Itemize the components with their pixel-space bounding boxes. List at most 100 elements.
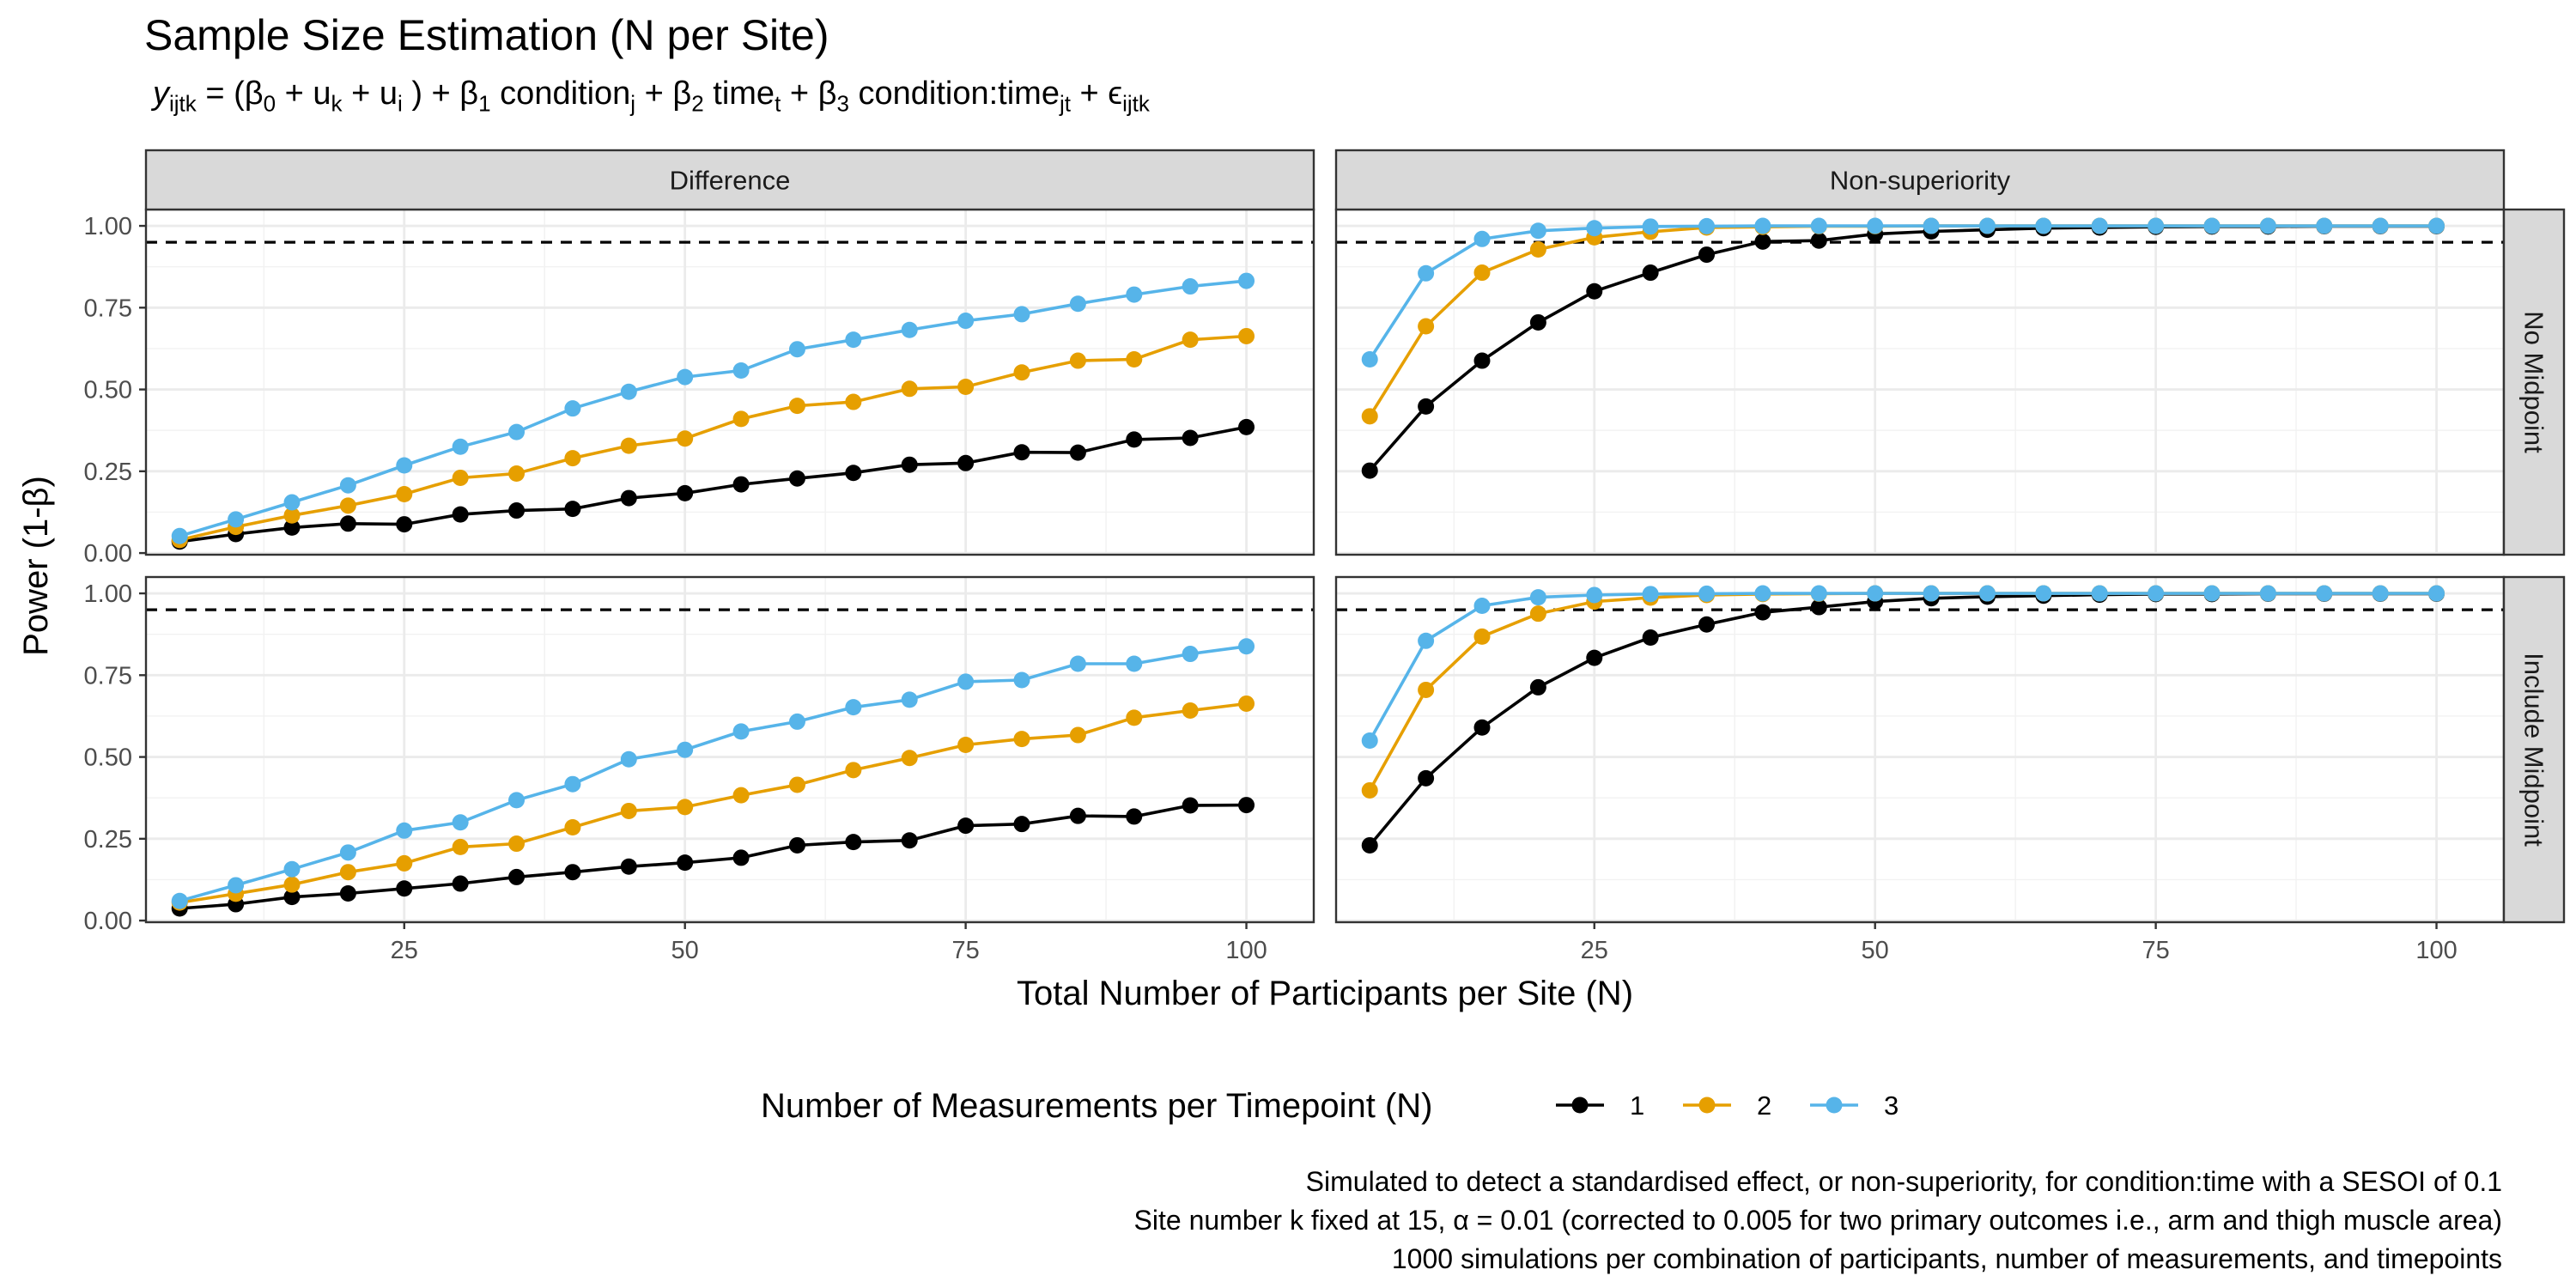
data-point (1126, 431, 1143, 448)
chart-title: Sample Size Estimation (N per Site) (144, 11, 829, 59)
data-point (1473, 628, 1491, 645)
data-point (1069, 655, 1086, 672)
panel-difference-no-midpoint: 0.00 0.25 0.50 0.75 1.00 (84, 208, 1315, 568)
x-tick-label: 50 (671, 937, 699, 964)
data-point (901, 691, 918, 708)
data-point (1069, 444, 1086, 461)
data-point (1126, 808, 1143, 825)
data-point (1182, 331, 1199, 349)
data-point (620, 802, 637, 819)
data-point (1361, 408, 1378, 425)
y-tick-label: 0.00 (84, 540, 132, 568)
facet-strip-non-superiority (1334, 149, 2506, 211)
data-point (901, 380, 918, 398)
data-point (957, 379, 975, 396)
data-point (788, 713, 805, 730)
data-point (1013, 444, 1030, 461)
data-point (564, 450, 581, 467)
data-point (1238, 272, 1255, 289)
y-tick-label: 0.50 (84, 744, 132, 772)
data-point (1361, 351, 1378, 368)
data-point (1182, 702, 1199, 719)
series-line-3 (179, 279, 1247, 538)
data-point (1361, 836, 1378, 854)
data-point (2259, 585, 2276, 602)
data-point (957, 817, 975, 835)
x-tick-label: 50 (1862, 937, 1889, 964)
data-point (339, 884, 356, 902)
legend-label-3: 3 (1884, 1091, 1899, 1121)
data-point (508, 835, 526, 853)
data-point (732, 410, 750, 428)
data-point (677, 430, 694, 447)
data-point (1182, 646, 1199, 663)
data-point (901, 321, 918, 338)
data-point (1126, 351, 1143, 368)
data-point (845, 699, 862, 716)
data-point (1586, 649, 1603, 666)
data-point (2035, 217, 2052, 234)
data-point (845, 834, 862, 851)
x-tick-label: 100 (1225, 937, 1267, 964)
data-point (1698, 585, 1716, 602)
data-point (283, 519, 301, 536)
data-point (508, 792, 526, 809)
data-point (1810, 217, 1827, 234)
data-point (1810, 598, 1827, 616)
data-point (1238, 418, 1255, 435)
data-point (396, 880, 413, 897)
y-tick-label: 0.25 (84, 826, 132, 854)
panel-border (144, 575, 1315, 924)
data-point (508, 502, 526, 519)
data-point (788, 398, 805, 415)
data-point (452, 875, 469, 892)
x-tick-label: 75 (2142, 937, 2169, 964)
data-point (508, 423, 526, 440)
data-point (2148, 217, 2165, 234)
data-point (1069, 726, 1086, 744)
data-point (1754, 233, 1771, 250)
legend-label-2: 2 (1757, 1091, 1771, 1121)
data-point (339, 515, 356, 532)
legend-key-point-3 (1826, 1097, 1843, 1114)
data-point (1978, 585, 1996, 602)
data-point (677, 368, 694, 386)
facet-strip-label: Non-superiority (1830, 166, 2011, 196)
y-tick-label: 0.50 (84, 377, 132, 404)
legend-label-1: 1 (1630, 1091, 1644, 1121)
data-point (1867, 585, 1884, 602)
data-point (1529, 678, 1546, 696)
data-point (1473, 264, 1491, 282)
data-point (1754, 217, 1771, 234)
data-point (1810, 585, 1827, 602)
data-point (1182, 278, 1199, 295)
series-line-3 (1368, 592, 2437, 742)
data-point (1418, 318, 1435, 335)
data-point (1361, 462, 1378, 479)
data-point (228, 877, 245, 894)
y-tick-label: 0.75 (84, 662, 132, 690)
data-point (620, 489, 637, 507)
data-point (1978, 217, 1996, 234)
data-point (1238, 695, 1255, 712)
data-point (1698, 246, 1716, 264)
data-point (2091, 585, 2108, 602)
data-point (620, 383, 637, 400)
data-point (901, 832, 918, 849)
data-point (1529, 589, 1546, 606)
legend-key-point-2 (1698, 1097, 1716, 1114)
panel-background (146, 577, 1314, 922)
data-point (732, 787, 750, 804)
data-point (1069, 807, 1086, 824)
data-point (2203, 585, 2221, 602)
data-point (1473, 719, 1491, 736)
data-point (2428, 585, 2445, 602)
facet-strip-include-midpoint (2502, 575, 2566, 924)
data-point (1238, 797, 1255, 814)
facet-strip-label: Include Midpoint (2519, 653, 2549, 847)
x-tick-label: 100 (2415, 937, 2457, 964)
caption-line-1: Simulated to detect a standardised effec… (1305, 1166, 2502, 1197)
data-point (396, 854, 413, 872)
panel-difference-include-midpoint: 0.00 0.25 0.50 0.75 1.00 25 50 75 100 (84, 575, 1315, 964)
